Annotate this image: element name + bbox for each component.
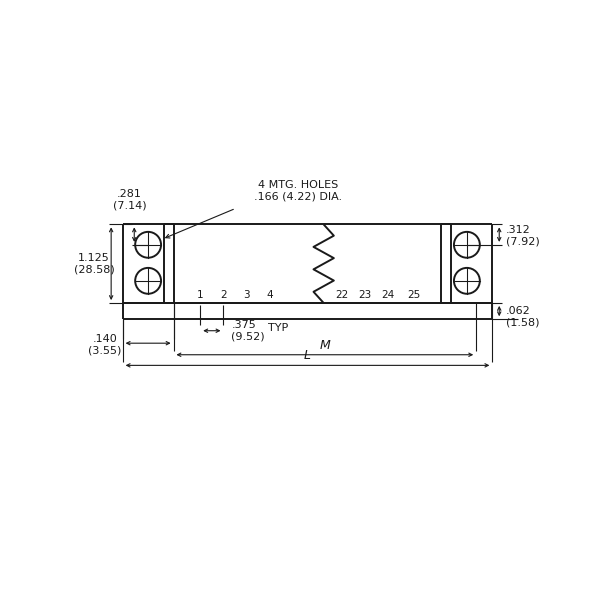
Text: .375
(9.52): .375 (9.52) <box>231 320 265 341</box>
Text: 1: 1 <box>197 290 203 300</box>
Text: .281
(7.14): .281 (7.14) <box>113 189 146 211</box>
Text: .062
(1.58): .062 (1.58) <box>506 306 539 328</box>
Text: 3: 3 <box>243 290 250 300</box>
Text: 1.125
(28.58): 1.125 (28.58) <box>74 253 115 275</box>
Text: L: L <box>304 349 311 362</box>
Text: 2: 2 <box>220 290 227 300</box>
Text: .312
(7.92): .312 (7.92) <box>506 226 540 247</box>
Text: 23: 23 <box>358 290 371 300</box>
Text: 22: 22 <box>335 290 349 300</box>
Text: 4 MTG. HOLES
.166 (4.22) DIA.: 4 MTG. HOLES .166 (4.22) DIA. <box>254 180 343 202</box>
Text: 25: 25 <box>407 290 421 300</box>
Text: TYP: TYP <box>268 323 289 333</box>
Text: .140
(3.55): .140 (3.55) <box>88 334 122 355</box>
Text: 24: 24 <box>381 290 395 300</box>
Text: 4: 4 <box>266 290 273 300</box>
Text: M: M <box>320 338 331 352</box>
